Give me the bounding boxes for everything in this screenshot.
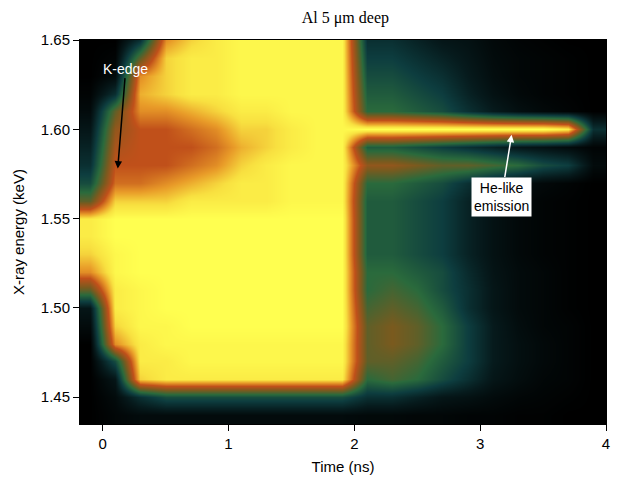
svg-text:1.55: 1.55 xyxy=(41,210,70,227)
svg-text:2: 2 xyxy=(350,435,358,452)
svg-text:1.65: 1.65 xyxy=(41,31,70,48)
svg-text:1.50: 1.50 xyxy=(41,299,70,316)
svg-text:4: 4 xyxy=(602,435,610,452)
svg-text:K-edge: K-edge xyxy=(103,61,148,77)
svg-text:X-ray energy (keV): X-ray energy (keV) xyxy=(10,169,27,295)
svg-text:1.45: 1.45 xyxy=(41,388,70,405)
svg-text:1: 1 xyxy=(224,435,232,452)
svg-text:1.60: 1.60 xyxy=(41,121,70,138)
svg-text:3: 3 xyxy=(476,435,484,452)
svg-text:Al 5 μm deep: Al 5 μm deep xyxy=(302,9,389,27)
svg-text:0: 0 xyxy=(98,435,106,452)
svg-text:He-likeemission: He-likeemission xyxy=(474,180,529,214)
svg-text:Time (ns): Time (ns) xyxy=(312,458,375,475)
